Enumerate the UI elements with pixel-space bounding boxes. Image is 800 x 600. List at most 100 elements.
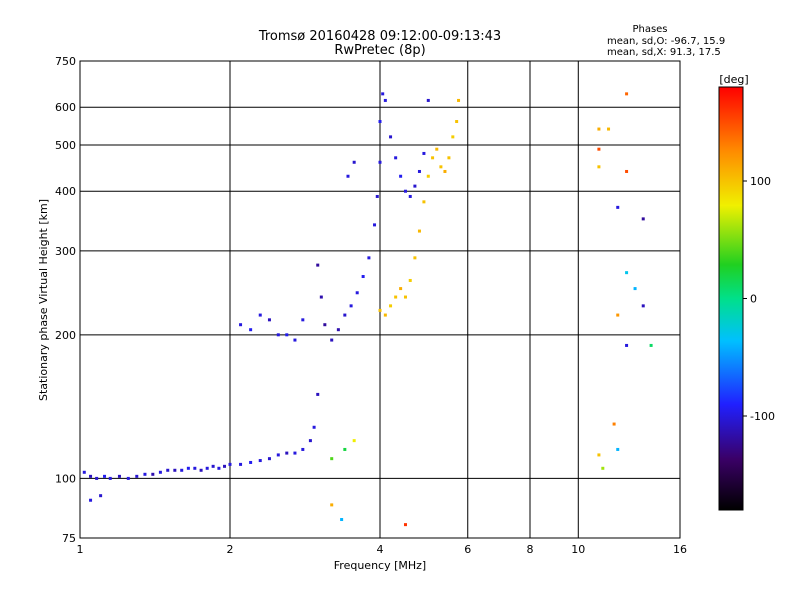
data-point [276,333,280,337]
data-point [408,278,412,282]
data-point [108,476,112,480]
data-point [158,470,162,474]
x-axis-label: Frequency [MHz] [334,559,426,572]
data-point [641,217,645,221]
data-point [607,127,611,131]
data-point [394,156,398,160]
data-point [285,333,289,337]
data-point [180,468,184,472]
data-point [399,174,403,178]
data-point [616,205,620,209]
data-point [276,453,280,457]
data-point [82,470,86,474]
data-point [173,468,177,472]
data-point [378,120,382,124]
data-point [239,323,243,327]
data-point [625,169,629,173]
data-point [422,151,426,155]
y-tick-label: 200 [55,329,76,342]
x-tick-label: 4 [377,543,384,556]
data-point [457,98,461,102]
data-point [352,439,356,443]
data-point [319,295,323,299]
data-point [312,425,316,429]
y-tick-label: 750 [55,55,76,68]
plot-area-frame [79,60,681,539]
data-point [597,165,601,169]
data-point [641,304,645,308]
data-point [625,92,629,96]
x-tick-label: 16 [673,543,687,556]
data-point [343,447,347,451]
data-point [285,451,289,455]
data-point [361,275,365,279]
data-point [616,313,620,317]
data-point [408,194,412,198]
data-point [381,92,385,96]
data-point [443,169,447,173]
data-point [612,422,616,426]
data-point [417,229,421,233]
data-point [383,313,387,317]
data-point [301,318,305,322]
data-point [308,439,312,443]
data-point [455,120,459,124]
y-tick-label: 300 [55,245,76,258]
colorbar [718,86,744,511]
x-tick-label: 10 [571,543,585,556]
data-point [373,223,377,227]
data-point [403,523,407,527]
data-point [330,338,334,342]
data-point [217,466,221,470]
data-point [417,169,421,173]
data-point [451,135,455,139]
data-point [383,98,387,102]
data-point [228,462,232,466]
colorbar-tick-label: 0 [750,293,757,306]
y-axis-label: Stationary phase Virtual Height [km] [37,199,50,401]
data-point [151,472,155,476]
y-tick-label: 400 [55,185,76,198]
data-point [355,291,359,295]
data-point [431,156,435,160]
x-tick-label: 6 [464,543,471,556]
data-point [199,468,203,472]
data-point [403,295,407,299]
data-point [258,459,262,463]
data-point [211,464,215,468]
data-point [375,194,379,198]
data-point [625,343,629,347]
phase-box-heading: Phases [632,24,667,35]
chart-title: Tromsø 20160428 09:12:00-09:13:43 [258,29,501,44]
axis-ticks: 1 2 4 6 8 10 16 75 100 200 300 400 500 600 750 [55,55,687,556]
data-point [316,392,320,396]
x-tick-label: 1 [77,543,84,556]
data-point [323,323,327,327]
data-point [597,453,601,457]
phase-box-line-o: mean, sd,O: -96.7, 15.9 [607,36,725,47]
data-point [249,328,253,332]
data-point [89,498,93,502]
data-point [267,318,271,322]
data-point [95,476,99,480]
data-point [239,462,243,466]
data-point [346,174,350,178]
y-tick-label: 75 [62,532,76,545]
data-point [597,127,601,131]
data-point [126,476,130,480]
x-tick-label: 2 [227,543,234,556]
chart-subtitle: RwPretec (8p) [334,43,425,58]
data-point [352,160,356,164]
data-point [349,304,353,308]
data-point [616,447,620,451]
data-point [435,147,439,151]
data-point [389,304,393,308]
data-point [389,135,393,139]
data-point [394,295,398,299]
phase-box-line-x: mean, sd,X: 91.3, 17.5 [607,47,721,58]
data-point [343,313,347,317]
data-point [166,468,170,472]
data-point [249,460,253,464]
data-point [186,466,190,470]
data-point [649,343,653,347]
